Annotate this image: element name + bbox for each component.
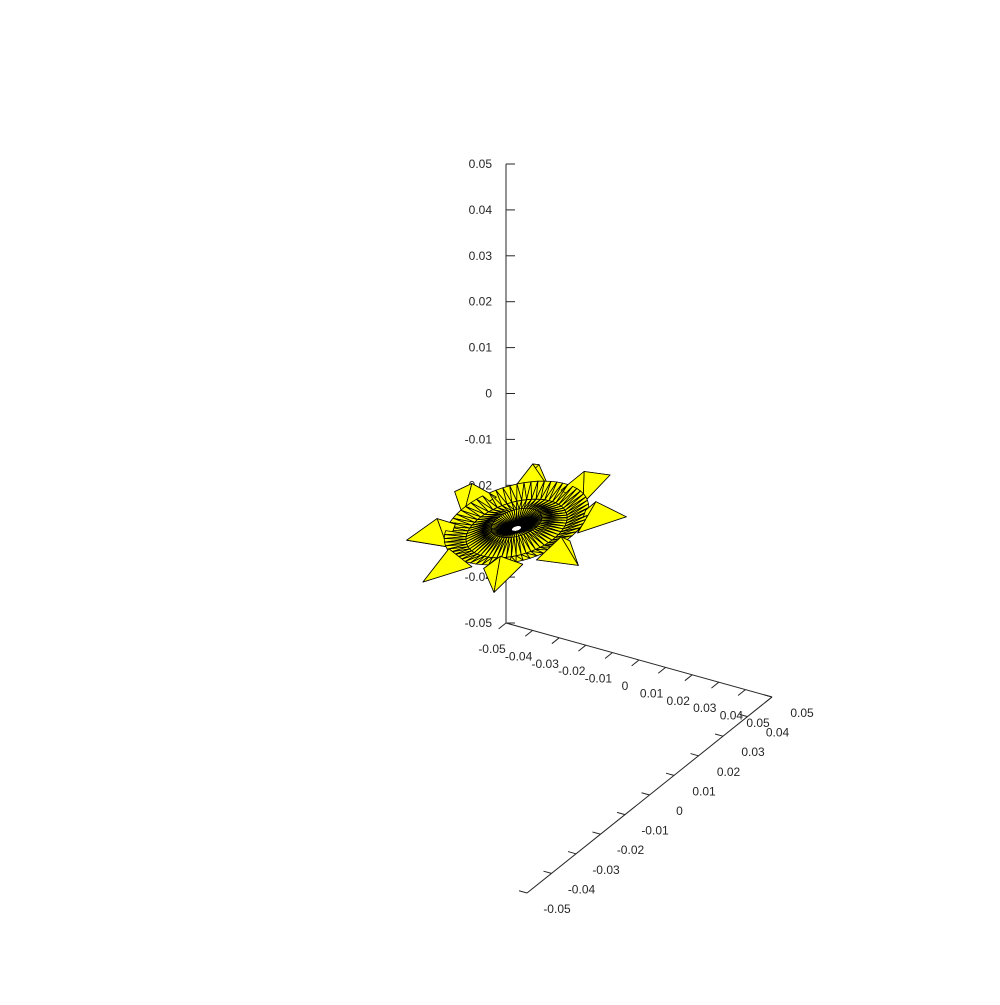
x-tick <box>738 690 745 696</box>
x-tick <box>525 630 532 636</box>
z-tick-label: 0.04 <box>469 203 493 217</box>
x-tick-label: 0.01 <box>640 686 664 700</box>
x-tick-label: -0.05 <box>478 642 506 656</box>
y-tick-label: 0 <box>676 804 683 818</box>
y-tick <box>519 891 527 893</box>
y-tick <box>568 852 576 854</box>
y-tick-label: -0.02 <box>617 843 645 857</box>
x-tick-label: 0 <box>622 679 629 693</box>
z-tick-label: 0 <box>485 387 492 401</box>
x-tick <box>711 682 718 688</box>
x-tick-label: -0.04 <box>505 649 533 663</box>
x-tick-label: 0.04 <box>720 709 744 723</box>
x-tick-label: 0.02 <box>667 694 691 708</box>
surface-mesh <box>407 464 627 592</box>
z-tick-label: 0.01 <box>469 341 493 355</box>
y-tick-label: 0.03 <box>741 745 765 759</box>
y-tick-label: 0.02 <box>717 765 741 779</box>
x-tick <box>658 667 665 673</box>
z-tick-label: 0.05 <box>469 157 493 171</box>
z-tick-label: 0.02 <box>469 295 493 309</box>
x-tick <box>765 697 772 703</box>
y-tick <box>764 695 772 697</box>
x-tick <box>632 660 639 666</box>
x-tick <box>552 638 559 644</box>
y-tick <box>544 871 552 873</box>
x-tick <box>499 623 506 629</box>
x-tick <box>578 645 585 651</box>
z-tick-label: -0.05 <box>465 616 493 630</box>
y-tick <box>617 812 625 814</box>
x-tick-label: -0.01 <box>585 672 613 686</box>
x-tick-label: -0.02 <box>558 664 586 678</box>
y-tick <box>666 773 674 775</box>
y-tick-label: -0.04 <box>568 882 596 896</box>
z-tick-label: -0.01 <box>465 432 493 446</box>
x-tick-label: 0.03 <box>693 701 717 715</box>
y-tick-label: -0.05 <box>543 902 571 916</box>
y-tick <box>691 754 699 756</box>
surface-facet <box>517 509 518 525</box>
y-tick <box>715 734 723 736</box>
x-tick-label: -0.03 <box>532 657 560 671</box>
z-tick-label: 0.03 <box>469 249 493 263</box>
x-tick <box>605 653 612 659</box>
y-tick <box>593 832 601 834</box>
x-tick <box>685 675 692 681</box>
y-tick-label: 0.04 <box>766 726 790 740</box>
y-tick <box>642 793 650 795</box>
y-tick-label: 0.05 <box>790 706 814 720</box>
y-tick-label: 0.01 <box>692 784 716 798</box>
y-tick-label: -0.01 <box>641 824 669 838</box>
y-tick-label: -0.03 <box>592 863 620 877</box>
